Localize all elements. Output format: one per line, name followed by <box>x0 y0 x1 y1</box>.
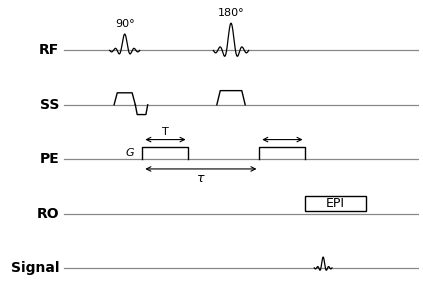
Text: 180°: 180° <box>218 8 244 18</box>
Text: $\tau$: $\tau$ <box>196 172 206 185</box>
Text: EPI: EPI <box>326 197 345 210</box>
Text: Signal: Signal <box>11 261 59 275</box>
Text: SS: SS <box>40 98 59 112</box>
Text: PE: PE <box>39 152 59 166</box>
Text: T: T <box>162 127 169 137</box>
Text: RF: RF <box>39 43 59 57</box>
Bar <box>305 196 365 211</box>
Text: RO: RO <box>36 207 59 220</box>
Text: G: G <box>126 148 135 158</box>
Text: 90°: 90° <box>115 19 135 29</box>
